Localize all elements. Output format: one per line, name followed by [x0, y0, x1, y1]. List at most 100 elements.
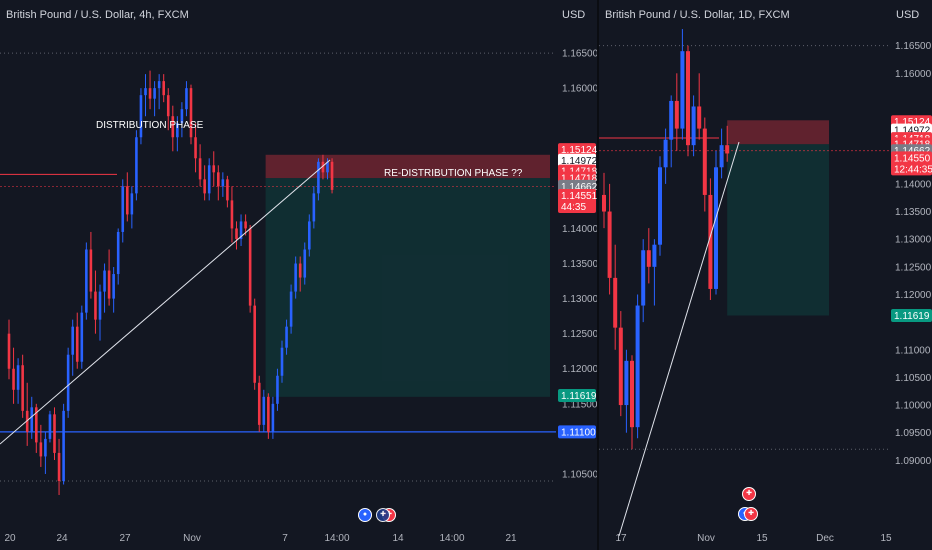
- candle-body[interactable]: [94, 291, 97, 320]
- candle-body[interactable]: [157, 81, 161, 89]
- candle-body[interactable]: [162, 81, 165, 96]
- candle-body[interactable]: [663, 139, 668, 168]
- candle-body[interactable]: [674, 100, 679, 129]
- candle-body[interactable]: [303, 249, 307, 278]
- candle-body[interactable]: [25, 410, 29, 432]
- us-flag-icon[interactable]: ●: [358, 508, 372, 522]
- candle-body[interactable]: [121, 186, 125, 232]
- candle-body[interactable]: [62, 410, 65, 481]
- candle-body[interactable]: [691, 106, 696, 146]
- candle-body[interactable]: [308, 221, 311, 250]
- candle-body[interactable]: [212, 165, 216, 173]
- candle-body[interactable]: [702, 128, 707, 195]
- candle-body[interactable]: [44, 438, 47, 457]
- candle-body[interactable]: [71, 326, 74, 355]
- candle-body[interactable]: [239, 221, 243, 239]
- candle-body[interactable]: [217, 172, 220, 187]
- candle-body[interactable]: [89, 249, 93, 292]
- candle-body[interactable]: [276, 375, 279, 404]
- candle-body[interactable]: [171, 116, 175, 138]
- trend-line[interactable]: [618, 141, 740, 537]
- panel-divider[interactable]: [597, 0, 599, 550]
- candle-body[interactable]: [267, 396, 270, 432]
- candle-body[interactable]: [189, 88, 193, 138]
- candle-body[interactable]: [658, 167, 662, 245]
- candle-body[interactable]: [230, 200, 234, 229]
- candle-body[interactable]: [630, 360, 634, 428]
- candle-body[interactable]: [248, 228, 252, 306]
- candle-body[interactable]: [257, 382, 261, 425]
- candle-body[interactable]: [686, 51, 690, 146]
- candle-body[interactable]: [326, 161, 329, 173]
- take-profit-zone[interactable]: [265, 178, 550, 397]
- candle-body[interactable]: [317, 161, 320, 194]
- candle-body[interactable]: [280, 347, 284, 376]
- candle-body[interactable]: [144, 88, 147, 96]
- stop-loss-zone[interactable]: [265, 154, 550, 179]
- candle-body[interactable]: [285, 326, 288, 348]
- candle-body[interactable]: [294, 263, 297, 292]
- candle-body[interactable]: [180, 109, 184, 124]
- right-chart-canvas[interactable]: 1.16500 1.16000 1.14000 1.13500 1.13000 1.125…: [599, 0, 932, 550]
- candle-body[interactable]: [53, 414, 56, 453]
- candle-body[interactable]: [103, 270, 106, 292]
- candle-body[interactable]: [289, 291, 293, 327]
- candle-body[interactable]: [139, 95, 143, 138]
- candle-body[interactable]: [148, 88, 152, 99]
- candle-body[interactable]: [7, 333, 11, 369]
- candle-body[interactable]: [312, 193, 316, 222]
- candle-body[interactable]: [221, 179, 225, 187]
- candle-body[interactable]: [226, 179, 229, 201]
- candle-body[interactable]: [680, 51, 685, 129]
- stop-loss-zone[interactable]: [727, 120, 829, 145]
- candle-body[interactable]: [725, 145, 730, 154]
- candle-body[interactable]: [39, 442, 43, 457]
- candle-body[interactable]: [298, 263, 302, 278]
- candle-body[interactable]: [618, 327, 623, 406]
- candle-body[interactable]: [130, 193, 134, 215]
- candle-body[interactable]: [602, 194, 606, 212]
- candle-body[interactable]: [697, 106, 702, 129]
- candle-body[interactable]: [176, 123, 179, 138]
- candle-body[interactable]: [112, 274, 115, 299]
- candle-body[interactable]: [16, 365, 20, 390]
- candle-body[interactable]: [135, 137, 138, 194]
- uk-flag-icon[interactable]: ✚: [742, 487, 756, 501]
- candle-body[interactable]: [641, 250, 646, 306]
- candle-body[interactable]: [198, 158, 202, 180]
- right-chart-panel[interactable]: 1.16500 1.16000 1.14000 1.13500 1.13000 1.125…: [599, 0, 932, 550]
- candle-body[interactable]: [66, 354, 70, 411]
- candle-body[interactable]: [21, 365, 24, 411]
- take-profit-zone[interactable]: [727, 144, 829, 316]
- candle-body[interactable]: [635, 305, 640, 428]
- candle-body[interactable]: [85, 249, 88, 313]
- candle-body[interactable]: [646, 250, 651, 267]
- candle-body[interactable]: [166, 95, 170, 117]
- candle-body[interactable]: [708, 194, 713, 289]
- candle-body[interactable]: [624, 360, 629, 406]
- left-chart-canvas[interactable]: 1.16500 1.16000 1.14000 1.13500 1.13000 1.125…: [0, 0, 599, 550]
- candle-body[interactable]: [203, 179, 206, 194]
- candle-body[interactable]: [153, 88, 156, 99]
- candle-body[interactable]: [714, 167, 718, 289]
- candle-body[interactable]: [244, 221, 247, 229]
- candle-body[interactable]: [652, 244, 657, 267]
- candle-body[interactable]: [80, 312, 84, 362]
- uk-flag-icon-stacked[interactable]: ✚: [744, 507, 758, 521]
- candle-body[interactable]: [669, 100, 674, 140]
- candle-body[interactable]: [30, 407, 34, 432]
- candle-body[interactable]: [262, 396, 266, 425]
- candle-body[interactable]: [613, 277, 618, 328]
- candle-body[interactable]: [194, 137, 197, 159]
- uk-flag-icon-stacked[interactable]: ✚: [376, 508, 390, 522]
- candle-body[interactable]: [719, 145, 724, 168]
- candle-body[interactable]: [107, 270, 111, 299]
- candle-body[interactable]: [253, 305, 256, 383]
- candle-body[interactable]: [607, 211, 612, 278]
- candle-body[interactable]: [57, 452, 61, 481]
- candle-body[interactable]: [271, 403, 275, 432]
- candle-body[interactable]: [330, 161, 334, 190]
- candle-body[interactable]: [321, 161, 325, 173]
- candle-body[interactable]: [12, 368, 15, 390]
- candle-body[interactable]: [98, 291, 102, 320]
